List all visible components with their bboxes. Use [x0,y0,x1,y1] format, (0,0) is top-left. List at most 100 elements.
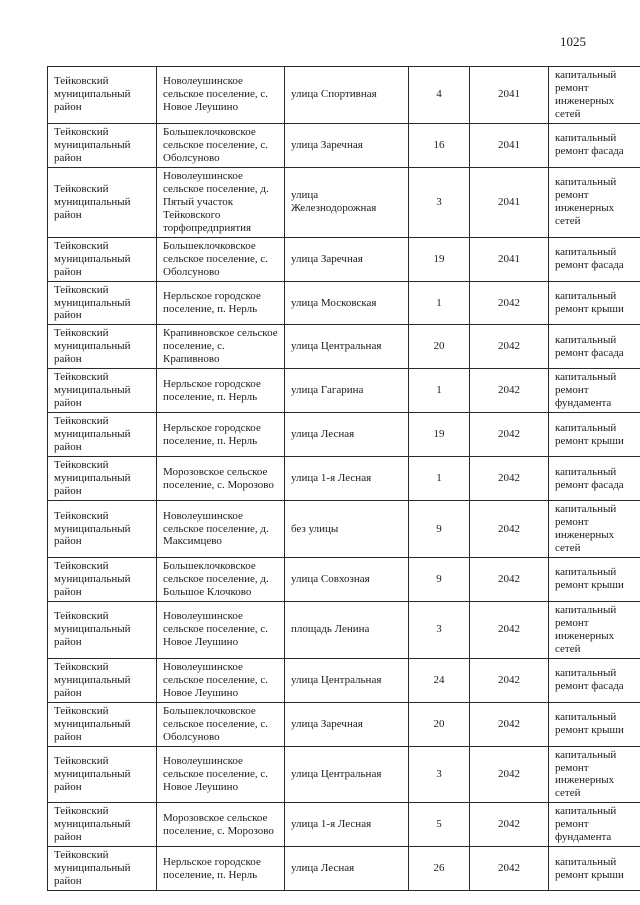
house-number-cell: 5 [408,802,470,848]
district-cell: Тейковский муниципальный район [47,412,157,458]
table-row: Тейковский муниципальный район Новолеуши… [47,745,640,804]
repair-type-cell: капитальный ремонт крыши [548,701,640,747]
page-number: 1025 [560,34,586,49]
table-row: Тейковский муниципальный район Большекло… [47,122,640,168]
house-number-cell: 1 [408,368,470,414]
district-cell: Тейковский муниципальный район [47,166,157,238]
repair-type-cell: капитальный ремонт крыши [548,412,640,458]
street-cell: улица Центральная [284,745,409,804]
repair-type-cell: капитальный ремонт фундамента [548,368,640,414]
year-cell: 2042 [469,745,549,804]
repair-type-cell: капитальный ремонт инженерных сетей [548,600,640,659]
year-cell: 2041 [469,166,549,238]
year-cell: 2041 [469,122,549,168]
repair-type-cell: капитальный ремонт фасада [548,324,640,370]
capital-repair-schedule-table: Тейковский муниципальный район Новолеуши… [47,66,640,892]
year-cell: 2042 [469,600,549,659]
settlement-cell: Большеклочковское сельское поселение, с.… [156,122,285,168]
year-cell: 2041 [469,66,549,124]
settlement-cell: Морозовское сельское поселение, с. Мороз… [156,456,285,502]
repair-type-cell: капитальный ремонт инженерных сетей [548,66,640,124]
table-row: Тейковский муниципальный район Большекло… [47,236,640,282]
house-number-cell: 3 [408,745,470,804]
settlement-cell: Новолеушинское сельское поселение, с. Но… [156,600,285,659]
district-cell: Тейковский муниципальный район [47,657,157,703]
table-row: Тейковский муниципальный район Новолеуши… [47,66,640,124]
repair-type-cell: капитальный ремонт инженерных сетей [548,500,640,558]
house-number-cell: 9 [408,500,470,558]
street-cell: улица Центральная [284,324,409,370]
settlement-cell: Нерльское городское поселение, п. Нерль [156,280,285,326]
settlement-cell: Большеклочковское сельское поселение, с.… [156,701,285,747]
street-cell: улица Лесная [284,846,409,892]
house-number-cell: 9 [408,556,470,602]
street-cell: улица Совхозная [284,556,409,602]
district-cell: Тейковский муниципальный район [47,701,157,747]
settlement-cell: Нерльское городское поселение, п. Нерль [156,412,285,458]
settlement-cell: Нерльское городское поселение, п. Нерль [156,846,285,892]
house-number-cell: 26 [408,846,470,892]
year-cell: 2042 [469,802,549,848]
house-number-cell: 3 [408,600,470,659]
district-cell: Тейковский муниципальный район [47,600,157,659]
street-cell: улица Железнодорожная [284,166,409,238]
house-number-cell: 4 [408,66,470,124]
repair-type-cell: капитальный ремонт фасада [548,456,640,502]
year-cell: 2042 [469,280,549,326]
settlement-cell: Новолеушинское сельское поселение, с. Но… [156,745,285,804]
settlement-cell: Нерльское городское поселение, п. Нерль [156,368,285,414]
street-cell: улица Спортивная [284,66,409,124]
table-row: Тейковский муниципальный район Новолеуши… [47,600,640,659]
settlement-cell: Большеклочковское сельское поселение, д.… [156,556,285,602]
table-row: Тейковский муниципальный район Новолеуши… [47,500,640,558]
settlement-cell: Новолеушинское сельское поселение, с. Но… [156,657,285,703]
year-cell: 2042 [469,657,549,703]
street-cell: улица 1-я Лесная [284,456,409,502]
year-cell: 2042 [469,368,549,414]
street-cell: без улицы [284,500,409,558]
table-row: Тейковский муниципальный район Нерльское… [47,368,640,414]
house-number-cell: 24 [408,657,470,703]
table-row: Тейковский муниципальный район Нерльское… [47,412,640,458]
district-cell: Тейковский муниципальный район [47,122,157,168]
year-cell: 2041 [469,236,549,282]
street-cell: улица Заречная [284,236,409,282]
street-cell: улица Гагарина [284,368,409,414]
settlement-cell: Большеклочковское сельское поселение, с.… [156,236,285,282]
table-row: Тейковский муниципальный район Новолеуши… [47,657,640,703]
table-row: Тейковский муниципальный район Морозовск… [47,456,640,502]
year-cell: 2042 [469,412,549,458]
house-number-cell: 19 [408,236,470,282]
district-cell: Тейковский муниципальный район [47,324,157,370]
repair-type-cell: капитальный ремонт крыши [548,280,640,326]
repair-type-cell: капитальный ремонт инженерных сетей [548,166,640,238]
district-cell: Тейковский муниципальный район [47,802,157,848]
year-cell: 2042 [469,556,549,602]
district-cell: Тейковский муниципальный район [47,500,157,558]
district-cell: Тейковский муниципальный район [47,556,157,602]
table-row: Тейковский муниципальный район Новолеуши… [47,166,640,238]
district-cell: Тейковский муниципальный район [47,846,157,892]
house-number-cell: 16 [408,122,470,168]
table-row: Тейковский муниципальный район Нерльское… [47,280,640,326]
street-cell: площадь Ленина [284,600,409,659]
settlement-cell: Морозовское сельское поселение, с. Мороз… [156,802,285,848]
table-row: Тейковский муниципальный район Морозовск… [47,802,640,848]
street-cell: улица Лесная [284,412,409,458]
repair-type-cell: капитальный ремонт фасада [548,657,640,703]
repair-type-cell: капитальный ремонт инженерных сетей [548,745,640,804]
year-cell: 2042 [469,456,549,502]
table-row: Тейковский муниципальный район Большекло… [47,556,640,602]
repair-type-cell: капитальный ремонт фундамента [548,802,640,848]
settlement-cell: Новолеушинское сельское поселение, д. Пя… [156,166,285,238]
house-number-cell: 19 [408,412,470,458]
table-row: Тейковский муниципальный район Нерльское… [47,846,640,892]
repair-type-cell: капитальный ремонт крыши [548,556,640,602]
street-cell: улица Центральная [284,657,409,703]
street-cell: улица Заречная [284,122,409,168]
street-cell: улица Московская [284,280,409,326]
settlement-cell: Новолеушинское сельское поселение, с. Но… [156,66,285,124]
settlement-cell: Новолеушинское сельское поселение, д. Ма… [156,500,285,558]
house-number-cell: 1 [408,456,470,502]
